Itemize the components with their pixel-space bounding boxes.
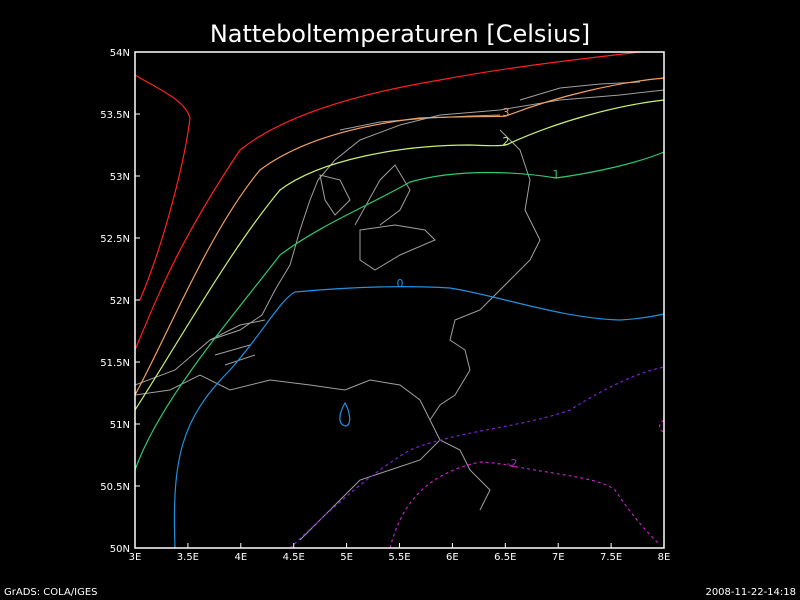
contour-line	[658, 419, 665, 433]
contour-line	[134, 99, 665, 411]
x-tick-label: 3E	[129, 552, 142, 563]
x-tick-label: 7.5E	[600, 552, 622, 563]
title: Natteboltemperaturen [Celsius]	[210, 20, 590, 48]
y-tick-label: 52N	[110, 296, 130, 307]
x-tick-label: 3.5E	[177, 552, 199, 563]
x-tick-label: 6E	[446, 552, 459, 563]
footer-left: GrADS: COLA/IGES	[4, 587, 98, 598]
y-tick-label: 52.5N	[100, 234, 130, 245]
contours	[134, 51, 665, 549]
x-tick-label: 4E	[234, 552, 247, 563]
y-tick-label: 53.5N	[100, 110, 130, 121]
coastline	[319, 174, 351, 216]
frame	[134, 51, 665, 549]
contour-label: 2	[503, 135, 510, 148]
y-tick-label: 54N	[110, 48, 130, 59]
coastline	[354, 164, 411, 226]
contour-labels: 3 2 1 0 -2	[397, 106, 560, 470]
contour-label: 3	[503, 106, 510, 119]
footer-right: 2008-11-22-14:18	[705, 587, 796, 598]
contour-line	[134, 77, 665, 396]
contour-label: 1	[553, 168, 560, 181]
contour-line	[339, 401, 351, 427]
y-tick-label: 50.5N	[100, 482, 130, 493]
coastline	[429, 129, 541, 511]
coastline	[134, 89, 665, 386]
contour-line	[289, 366, 665, 549]
y-tick-label: 53N	[110, 172, 130, 183]
contour-line	[389, 461, 661, 549]
contour-line	[134, 151, 665, 471]
x-tick-label: 8E	[658, 552, 671, 563]
y-tick-label: 51N	[110, 420, 130, 431]
x-tick-label: 7E	[552, 552, 565, 563]
border	[299, 439, 441, 541]
y-tick-label: 50N	[110, 544, 130, 555]
x-tick-label: 4.5E	[283, 552, 305, 563]
contour-line	[173, 285, 665, 549]
contour-label: -2	[507, 457, 518, 470]
x-tick-label: 5.5E	[388, 552, 410, 563]
coastlines	[134, 81, 665, 541]
y-tick-label: 51.5N	[100, 358, 130, 369]
contour-line	[134, 74, 191, 301]
contour-line	[134, 51, 641, 351]
contour-label: 0	[397, 277, 404, 290]
x-tick-label: 6.5E	[494, 552, 516, 563]
coastline	[359, 224, 436, 271]
estuary	[209, 319, 266, 366]
border	[134, 374, 431, 421]
x-tick-label: 5E	[340, 552, 353, 563]
